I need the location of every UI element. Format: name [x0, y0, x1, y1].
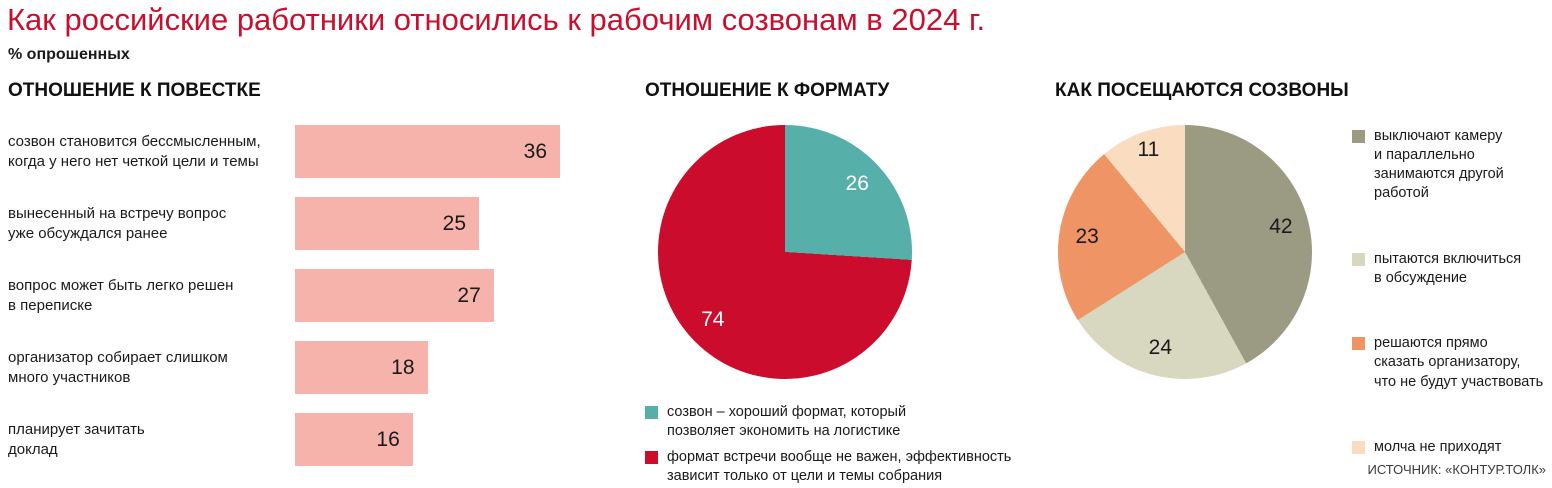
- bar-row: вопрос может быть легко решен в переписк…: [8, 269, 593, 322]
- pie-format-wrap: 26 74: [658, 125, 1050, 379]
- bar: 18: [295, 341, 428, 394]
- pie-value-label: 26: [845, 172, 869, 196]
- bar-area: 25: [295, 197, 560, 250]
- legend-label: молча не приходят: [1374, 438, 1502, 455]
- section-attendance: КАК ПОСЕЩАЮТСЯ СОЗВОНЫ 42 24 23 11 выключаю…: [1055, 80, 1552, 455]
- legend-item: выключают камеру и параллельно занимаютс…: [1352, 127, 1550, 204]
- bar-chart-rows: созвон становится бессмысленным, когда у…: [8, 125, 593, 466]
- bar-value: 25: [442, 211, 467, 235]
- pie-format: 26 74: [658, 125, 912, 379]
- section-agenda: ОТНОШЕНИЕ К ПОВЕСТКЕ созвон становится б…: [8, 80, 593, 485]
- source-note: ИСТОЧНИК: «КОНТУР.ТОЛК»: [1367, 462, 1546, 477]
- legend-label: формат встречи вообще не важен, эффектив…: [667, 449, 1012, 485]
- bar: 27: [295, 269, 494, 322]
- page-subtitle: % опрошенных: [8, 46, 130, 63]
- bar-value: 36: [523, 139, 547, 163]
- section-format: ОТНОШЕНИЕ К ФОРМАТУ 26 74 созвон – хороши…: [645, 80, 1050, 487]
- legend-label: созвон – хороший формат, который позволя…: [667, 404, 907, 440]
- legend-swatch: [1352, 252, 1365, 266]
- legend-item: пытаются включиться в обсуждение: [1352, 250, 1550, 288]
- pie-value-label: 23: [1075, 224, 1099, 248]
- section-format-title: ОТНОШЕНИЕ К ФОРМАТУ: [645, 80, 890, 101]
- legend-item: молча не приходят: [1352, 438, 1550, 457]
- bar-label: планирует зачитать доклад: [8, 421, 145, 458]
- bar-area: 27: [295, 269, 560, 322]
- legend-swatch: [1352, 337, 1365, 351]
- bar-row: организатор собирает слишком много участ…: [8, 341, 593, 394]
- bar-area: 18: [295, 341, 560, 394]
- bar-row: вынесенный на встречу вопрос уже обсужда…: [8, 197, 593, 250]
- pie-attendance: 42 24 23 11: [1058, 125, 1312, 379]
- legend-item: созвон – хороший формат, который позволя…: [645, 403, 1035, 441]
- page-title: Как российские работники относились к ра…: [7, 2, 986, 37]
- legend-swatch: [645, 406, 658, 419]
- bar: 36: [295, 125, 560, 178]
- pie-attendance-wrap: 42 24 23 11: [1058, 125, 1552, 379]
- bar-label: вопрос может быть легко решен в переписк…: [8, 277, 234, 314]
- legend-attendance: выключают камеру и параллельно занимаютс…: [1352, 127, 1550, 457]
- pie-value-label: 74: [701, 307, 725, 331]
- legend-format: созвон – хороший формат, который позволя…: [645, 403, 1035, 487]
- section-agenda-title: ОТНОШЕНИЕ К ПОВЕСТКЕ: [8, 80, 261, 101]
- pie-value-label: 24: [1148, 335, 1173, 359]
- bar-row: созвон становится бессмысленным, когда у…: [8, 125, 593, 178]
- bar-value: 27: [457, 283, 481, 307]
- bar: 25: [295, 197, 480, 250]
- bar-value: 16: [376, 427, 400, 451]
- legend-label: выключают камеру и параллельно занимаютс…: [1374, 128, 1504, 202]
- legend-item: решаются прямо сказать организатору, что…: [1352, 334, 1550, 391]
- legend-swatch: [1352, 130, 1365, 143]
- bar-label: созвон становится бессмысленным, когда у…: [8, 133, 261, 170]
- bar: 16: [295, 413, 413, 466]
- bar-area: 16: [295, 413, 560, 466]
- pie-value-label: 42: [1269, 215, 1293, 239]
- legend-swatch: [645, 451, 658, 465]
- bar-label: организатор собирает слишком много участ…: [8, 349, 228, 386]
- section-attendance-title: КАК ПОСЕЩАЮТСЯ СОЗВОНЫ: [1055, 80, 1349, 101]
- bar-row: планирует зачитать доклад 16: [8, 413, 593, 466]
- legend-item: формат встречи вообще не важен, эффектив…: [645, 448, 1035, 486]
- legend-label: решаются прямо сказать организатору, что…: [1374, 335, 1544, 390]
- bar-value: 18: [391, 355, 415, 379]
- bar-label: вынесенный на встречу вопрос уже обсужда…: [8, 205, 227, 242]
- legend-label: пытаются включиться в обсуждение: [1374, 250, 1522, 286]
- legend-swatch: [1352, 440, 1365, 454]
- bar-area: 36: [295, 125, 560, 178]
- pie-value-label: 11: [1137, 138, 1160, 162]
